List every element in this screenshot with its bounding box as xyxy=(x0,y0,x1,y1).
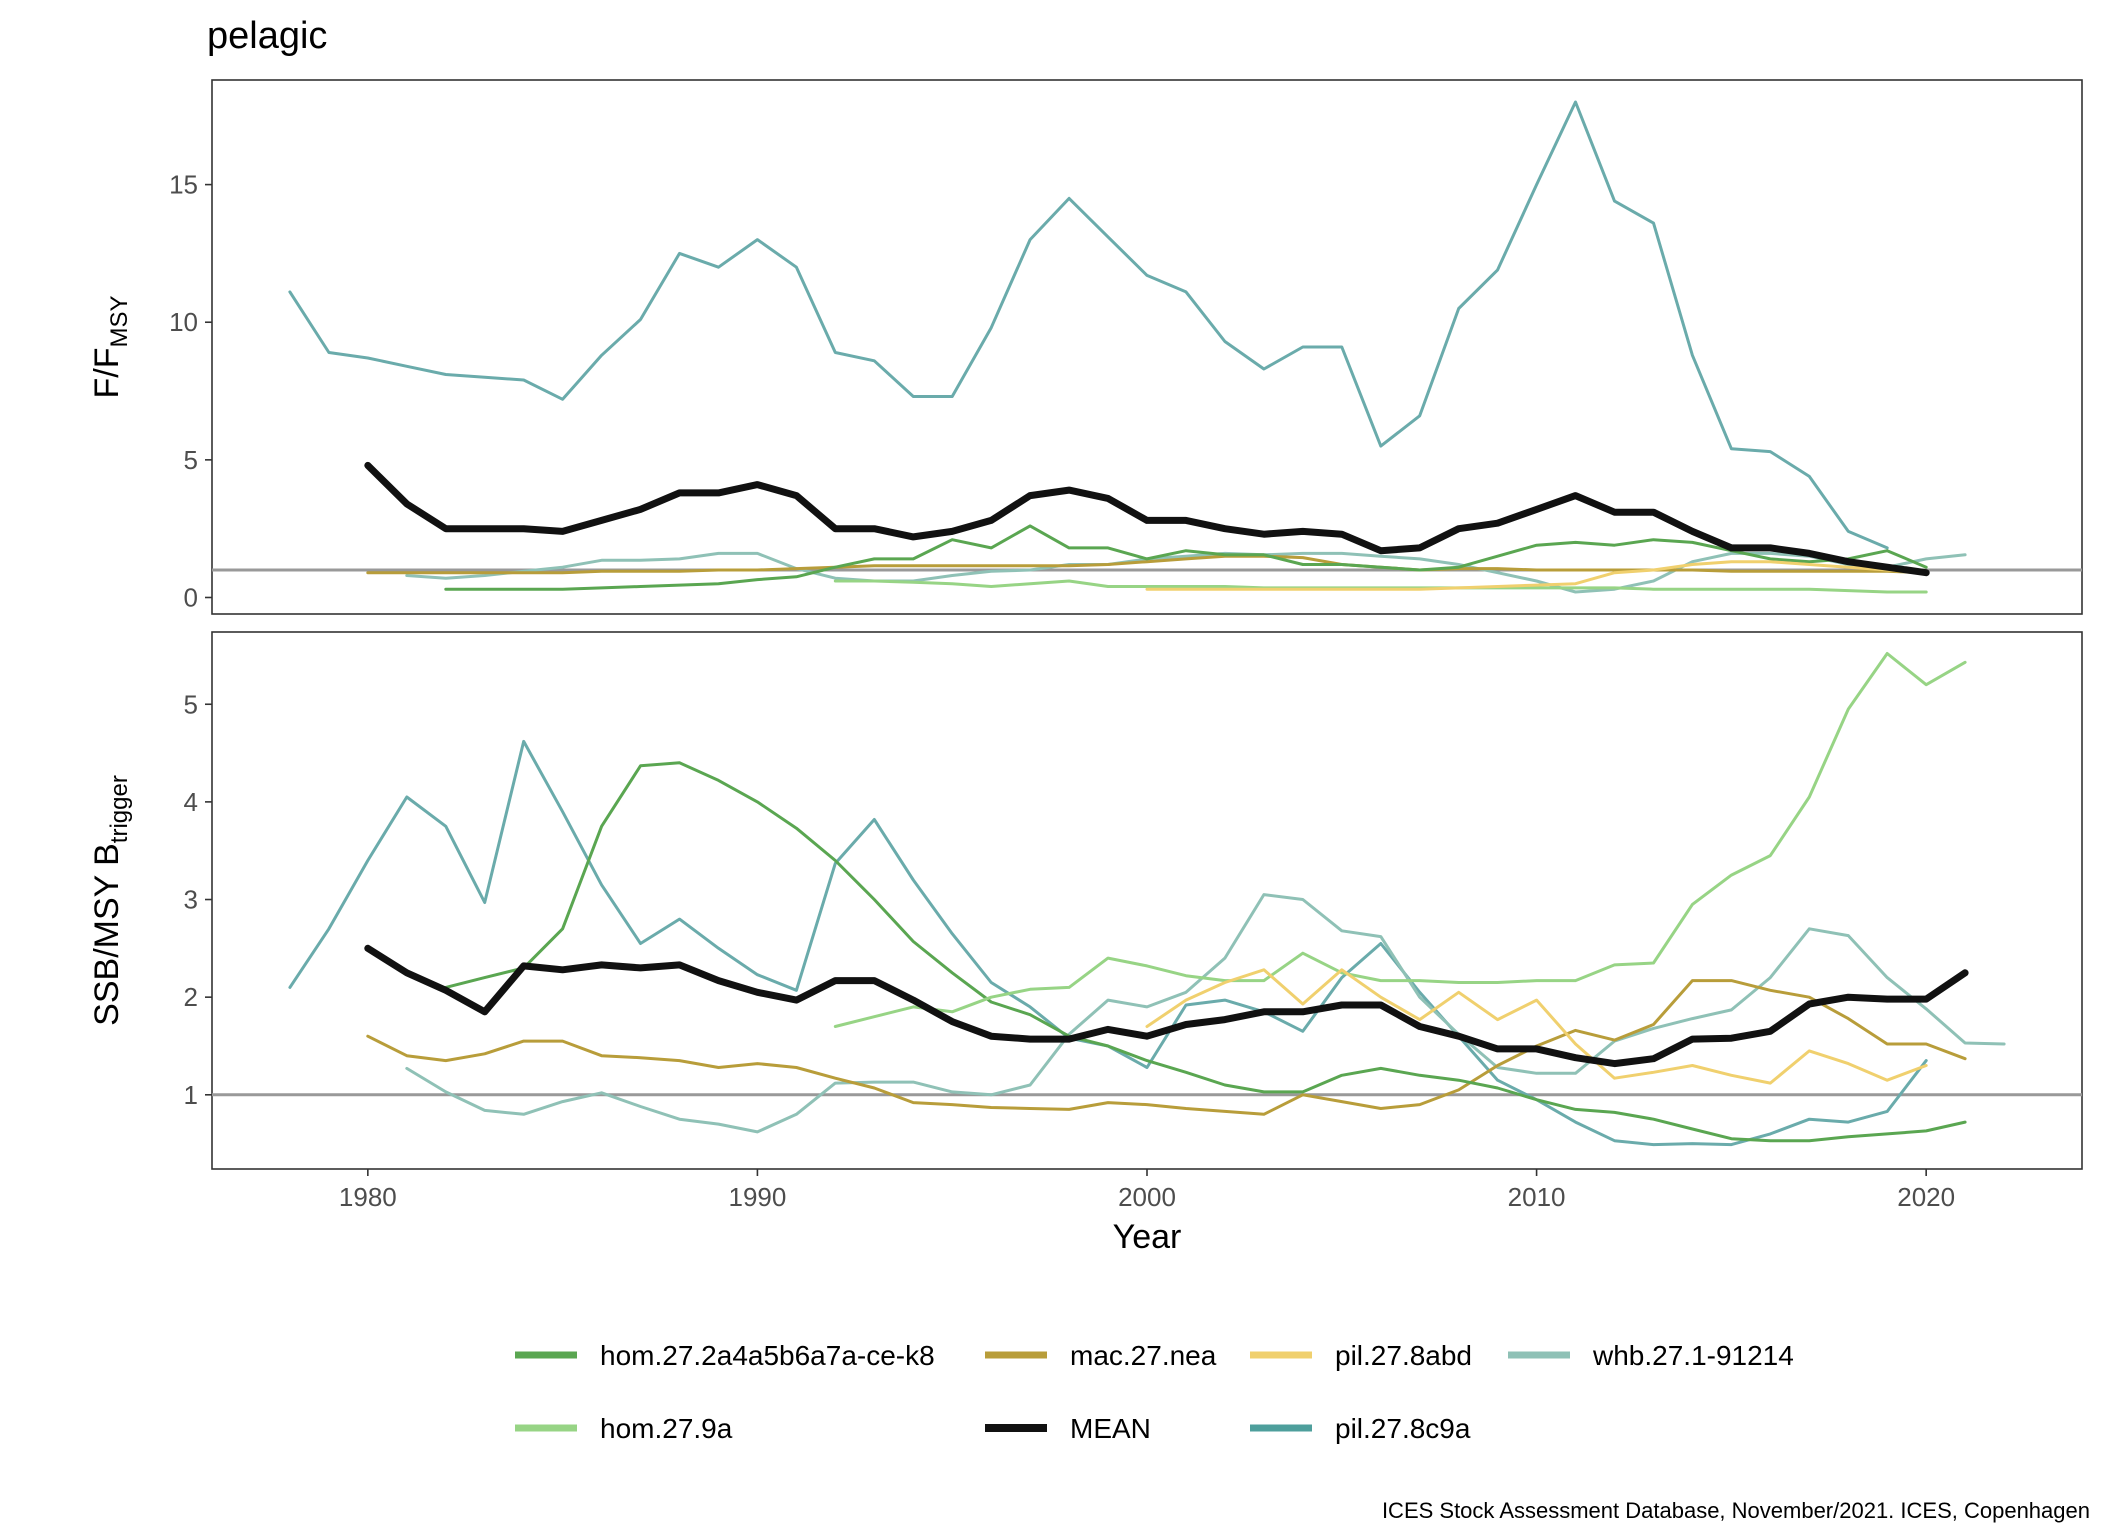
legend-item-mean: MEAN xyxy=(985,1413,1151,1444)
x-tick-label: 1990 xyxy=(728,1182,786,1212)
x-tick-label: 2000 xyxy=(1118,1182,1176,1212)
series-line-whb xyxy=(405,893,2006,1134)
panel-f-over-fmsy: 0 5 10 15 F/FMSY xyxy=(88,79,2083,615)
legend-label: whb.27.1-91214 xyxy=(1592,1340,1794,1371)
panel-ssb-over-msy-btrigger: 1 2 3 4 5 SSB/MSY Btrigger xyxy=(88,631,2083,1170)
caption: ICES Stock Assessment Database, November… xyxy=(1382,1498,2090,1523)
y-tick-label: 4 xyxy=(184,787,198,817)
legend-label: pil.27.8abd xyxy=(1335,1340,1472,1371)
legend-item-hom9a: hom.27.9a xyxy=(515,1413,733,1444)
y-tick-label: 10 xyxy=(169,307,198,337)
series-line-mean xyxy=(364,461,1930,577)
y-tick-label: 5 xyxy=(184,445,198,475)
legend-item-mac: mac.27.nea xyxy=(985,1340,1217,1371)
x-tick-label: 2010 xyxy=(1508,1182,1566,1212)
y-tick-label: 0 xyxy=(184,582,198,612)
series-line-mac xyxy=(366,554,1928,575)
series-line-pil8abd xyxy=(1145,968,1928,1085)
legend-label: hom.27.2a4a5b6a7a-ce-k8 xyxy=(600,1340,935,1371)
legend-label: pil.27.8c9a xyxy=(1335,1413,1471,1444)
series-line-hom1 xyxy=(444,524,1928,591)
x-axis: 1980 1990 2000 2010 2020 xyxy=(339,1169,1955,1212)
series-line-mean xyxy=(364,944,1969,1068)
x-tick-label: 2020 xyxy=(1897,1182,1955,1212)
series-line-mac xyxy=(366,979,1967,1116)
series-line-whb xyxy=(405,551,1967,594)
legend-item-whb: whb.27.1-91214 xyxy=(1508,1340,1794,1371)
x-tick-label: 1980 xyxy=(339,1182,397,1212)
series-line-pil8c9a xyxy=(288,100,1889,550)
legend-item-pil8c9a: pil.27.8c9a xyxy=(1250,1413,1471,1444)
y-axis-title-main: SSB/MSY B xyxy=(88,843,126,1026)
y-tick-label: 5 xyxy=(184,689,198,719)
legend-label: hom.27.9a xyxy=(600,1413,733,1444)
series-line-hom1 xyxy=(444,761,1967,1143)
y-axis-title-main: F/F xyxy=(88,348,126,399)
panel-border xyxy=(211,631,2083,1170)
y-axis-title-subscript: trigger xyxy=(106,775,133,843)
chart-title: pelagic xyxy=(207,15,327,57)
panel-border xyxy=(211,79,2083,615)
legend: hom.27.2a4a5b6a7a-ce-k8 mac.27.nea pil.27.… xyxy=(515,1340,1794,1444)
series-line-hom9a xyxy=(833,652,1967,1028)
y-tick-label: 15 xyxy=(169,170,198,200)
y-axis-title-subscript: MSY xyxy=(106,296,133,348)
y-tick-label: 1 xyxy=(184,1080,198,1110)
legend-label: mac.27.nea xyxy=(1070,1340,1217,1371)
y-axis-title: F/FMSY xyxy=(88,296,133,399)
series-line-pil8abd xyxy=(1145,560,1928,591)
legend-label: MEAN xyxy=(1070,1413,1151,1444)
legend-item-pil8abd: pil.27.8abd xyxy=(1250,1340,1472,1371)
y-axis-title: SSB/MSY Btrigger xyxy=(88,775,133,1026)
legend-item-hom1: hom.27.2a4a5b6a7a-ce-k8 xyxy=(515,1340,935,1371)
x-axis-title: Year xyxy=(1113,1218,1182,1256)
y-tick-label: 3 xyxy=(184,885,198,915)
y-tick-label: 2 xyxy=(184,982,198,1012)
